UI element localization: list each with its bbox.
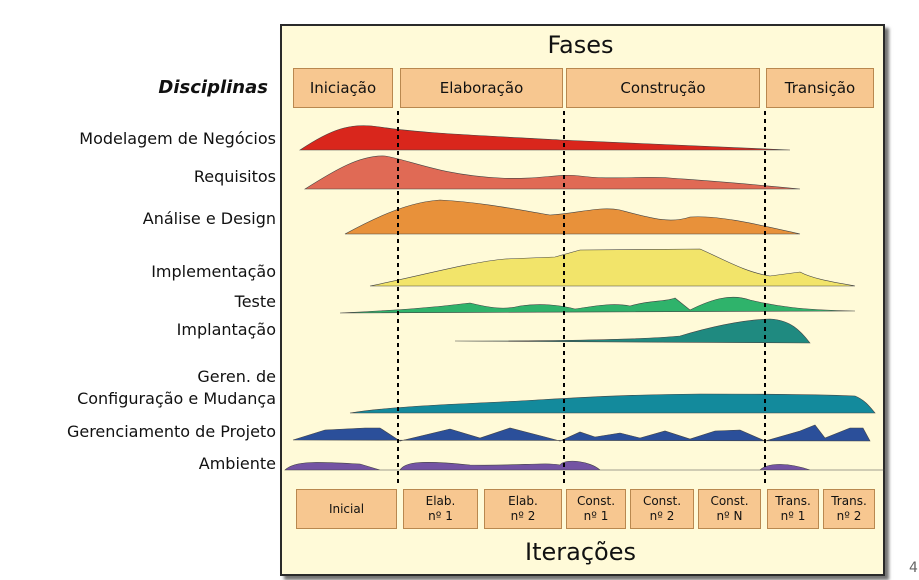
curve-configuracao <box>349 393 876 414</box>
page-number: 4 <box>909 560 918 576</box>
discipline-label-implementacao: Implementação <box>151 262 276 281</box>
iteration-const-2: Const. nº 2 <box>630 489 694 529</box>
phase-construcao: Construção <box>566 68 760 108</box>
curve-implementacao <box>369 248 856 287</box>
phase-elaboracao: Elaboração <box>400 68 563 108</box>
discipline-label-gerenciamento: Gerenciamento de Projeto <box>66 422 276 441</box>
iterations-title: Iterações <box>525 538 636 566</box>
curve-modelagem <box>299 125 791 151</box>
phase-iniciacao: Iniciação <box>293 68 393 108</box>
curve-gerenciamento <box>292 424 871 442</box>
iteration-const-1: Const. nº 1 <box>566 489 626 529</box>
curve-ambiente <box>284 460 885 471</box>
discipline-label-configuracao: Geren. de Configuração e Mudança <box>77 367 276 408</box>
curve-teste <box>339 296 856 314</box>
discipline-label-ambiente: Ambiente <box>198 454 276 473</box>
discipline-label-teste: Teste <box>234 292 276 311</box>
discipline-label-analise: Análise e Design <box>142 209 276 228</box>
iteration-const-n: Const. nº N <box>698 489 761 529</box>
disciplines-header: Disciplinas <box>158 77 268 98</box>
phase-transicao: Transição <box>766 68 874 108</box>
discipline-label-requisitos: Requisitos <box>193 167 276 186</box>
iteration-trans-1: Trans. nº 1 <box>767 489 819 529</box>
iteration-elab-1: Elab. nº 1 <box>403 489 478 529</box>
diagram-panel <box>280 24 885 576</box>
curve-analise <box>344 199 801 235</box>
iteration-trans-2: Trans. nº 2 <box>823 489 875 529</box>
iteration-inicial: Inicial <box>296 489 397 529</box>
curve-requisitos <box>303 155 801 190</box>
curve-implantacao <box>454 318 811 344</box>
iteration-elab-2: Elab. nº 2 <box>484 489 562 529</box>
discipline-label-implantacao: Implantação <box>176 320 276 339</box>
phases-title: Fases <box>547 31 614 59</box>
discipline-label-modelagem: Modelagem de Negócios <box>79 129 276 148</box>
